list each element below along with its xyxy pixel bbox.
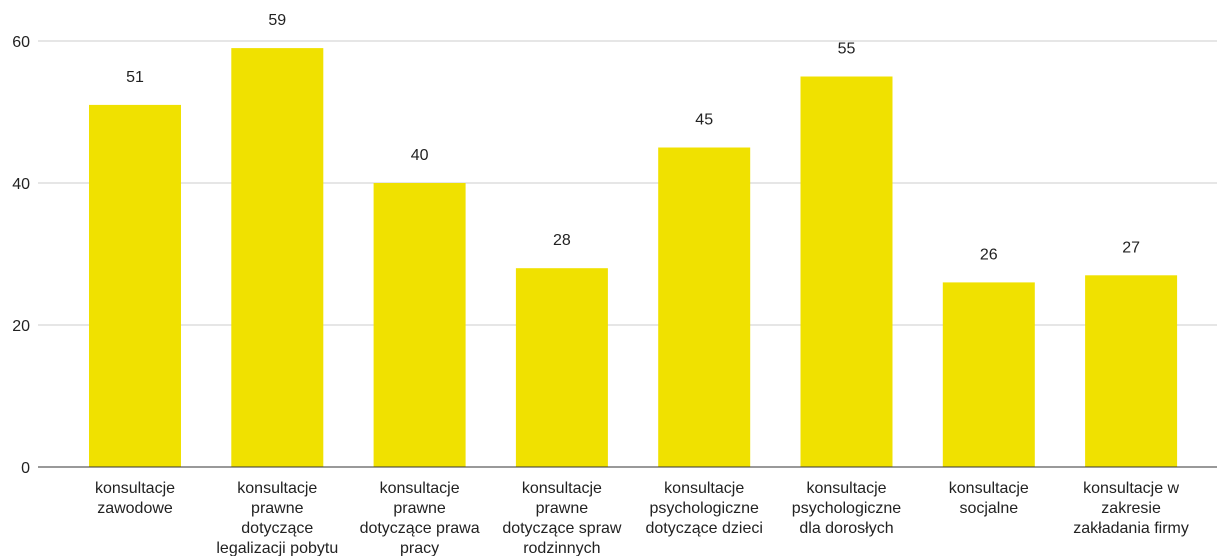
data-label: 26: [980, 246, 998, 263]
category-label-line: konsultacje: [237, 480, 317, 497]
category-label-line: dotyczące spraw: [502, 520, 622, 537]
category-label: konsultacje zawodowe: [95, 480, 175, 517]
category-label-line: dotyczące dzieci: [646, 520, 763, 537]
category-label-line: konsultacje: [664, 480, 744, 497]
category-label: konsultacje psychologiczne dla dorosłych: [792, 480, 902, 537]
data-label: 45: [695, 112, 713, 129]
data-label: 55: [838, 41, 856, 58]
category-label-line: socjalne: [959, 500, 1018, 517]
bar: [942, 282, 1035, 467]
category-label: konsultacje prawne dotyczące legalizacji po…: [216, 480, 338, 556]
data-labels: 51 59 40 28 45 55 26 27: [126, 12, 1140, 263]
category-label-line: konsultacje: [949, 480, 1029, 497]
category-label-line: konsultacje: [806, 480, 886, 497]
category-label: konsultacje psychologiczne dotyczące dziec…: [646, 480, 763, 537]
bar: [515, 268, 608, 467]
category-label-line: konsultacje: [95, 480, 175, 497]
y-tick-label: 20: [12, 318, 30, 335]
gridlines: [38, 40, 1217, 326]
bar: [89, 104, 181, 468]
bars: [89, 48, 1178, 468]
data-label: 59: [268, 12, 286, 29]
category-label-line: konsultacje w: [1083, 480, 1179, 497]
y-tick-label: 40: [12, 176, 30, 193]
category-label-line: pracy: [400, 540, 439, 556]
category-label-line: konsultacje: [380, 480, 460, 497]
category-label-line: prawne: [251, 500, 304, 517]
bar: [658, 147, 751, 467]
category-label-line: legalizacji pobytu: [216, 540, 338, 556]
category-label: konsultacje prawne dotyczące prawa pracy: [360, 480, 480, 556]
bar: [373, 183, 466, 467]
category-label-line: prawne: [536, 500, 589, 517]
category-label: konsultacje socjalne: [949, 480, 1029, 517]
category-label-line: dotyczące prawa: [360, 520, 480, 537]
data-label: 51: [126, 69, 144, 86]
category-label-line: konsultacje: [522, 480, 602, 497]
category-label-line: zawodowe: [97, 500, 173, 517]
category-label: konsultacje prawne dotyczące spraw rodzinny…: [502, 480, 622, 556]
category-label-line: psychologiczne: [792, 500, 902, 517]
category-label-line: zakresie: [1101, 500, 1161, 517]
bar: [800, 76, 893, 467]
category-label-line: psychologiczne: [649, 500, 759, 517]
y-axis-ticks: 0 20 40 60: [12, 34, 30, 477]
category-label-line: dla dorosłych: [799, 520, 893, 537]
category-label-line: zakładania firmy: [1073, 520, 1189, 537]
bar: [231, 48, 324, 467]
category-label: konsultacje w zakresie zakładania firmy: [1073, 480, 1189, 537]
bar: [1085, 275, 1178, 467]
category-label-line: prawne: [393, 500, 446, 517]
category-label-line: rodzinnych: [523, 540, 600, 556]
x-axis-categories: konsultacje zawodowe konsultacje prawne doty…: [95, 480, 1189, 556]
category-label-line: dotyczące: [241, 520, 313, 537]
data-label: 27: [1122, 239, 1140, 256]
y-tick-label: 60: [12, 34, 30, 51]
y-tick-label: 0: [21, 460, 30, 477]
data-label: 28: [553, 232, 571, 249]
data-label: 40: [411, 147, 429, 164]
